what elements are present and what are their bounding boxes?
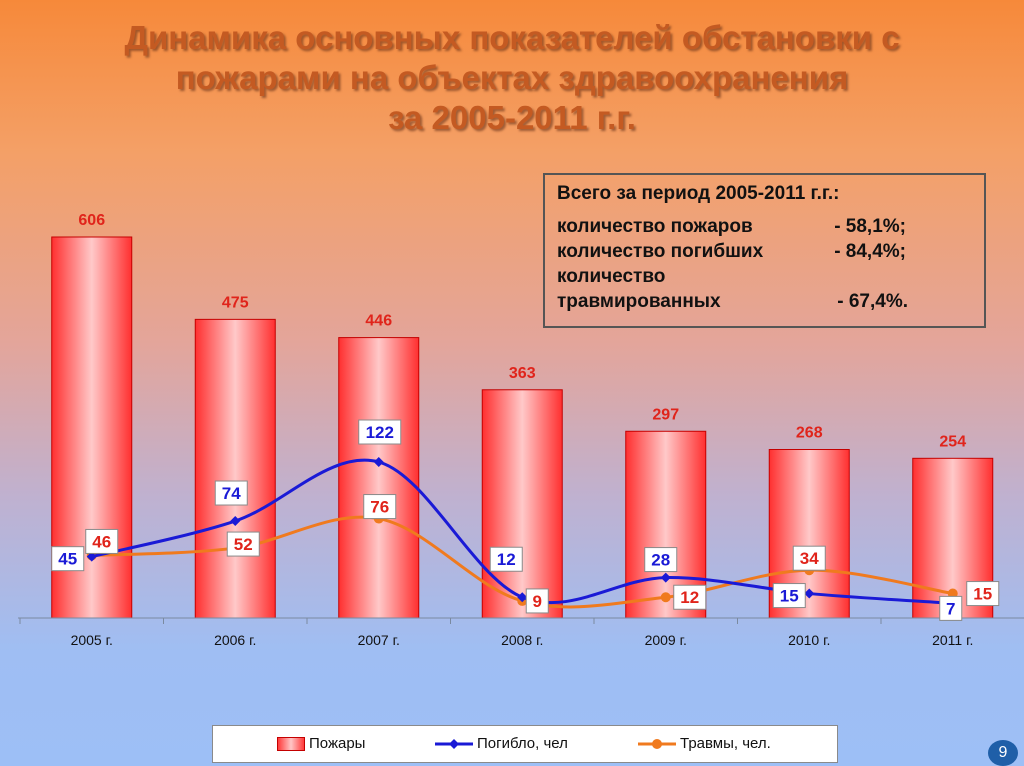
- injuries-value-label-box: [966, 581, 1000, 607]
- bar-value-label: 606: [78, 212, 105, 229]
- line-marker-icon: [638, 738, 676, 749]
- x-tick-label: 2008 г.: [501, 632, 543, 648]
- injuries-value-label: 9: [533, 592, 542, 611]
- injuries-value-label-box: [792, 545, 826, 571]
- deaths-point: [373, 457, 384, 467]
- legend-label: Пожары: [309, 735, 366, 752]
- summary-label: количество: [557, 266, 666, 287]
- bar-value-label: 446: [365, 313, 392, 330]
- deaths-value-label-box: [214, 480, 248, 506]
- x-tick-label: 2009 г.: [645, 632, 687, 648]
- deaths-value-label: 74: [222, 484, 241, 503]
- x-tick-label: 2007 г.: [358, 632, 400, 648]
- deaths-value-label: 15: [780, 587, 799, 606]
- injuries-value-label-box: [226, 531, 260, 557]
- deaths-point: [86, 551, 97, 562]
- summary-row: количество пожаров - 58,1%;: [557, 214, 972, 239]
- deaths-value-label: 45: [58, 550, 77, 569]
- bar-value-label: 475: [222, 294, 249, 311]
- legend-item-injuries: Травмы, чел.: [638, 735, 771, 752]
- bar-value-label: 268: [796, 425, 823, 442]
- line-marker-icon: [435, 738, 473, 749]
- deaths-point: [804, 588, 815, 599]
- bar-value-label: 254: [939, 433, 966, 450]
- chart-legend: Пожары Погибло, чел Травмы, чел.: [212, 725, 838, 763]
- deaths-point: [660, 572, 671, 583]
- summary-label: количество погибших: [557, 241, 764, 262]
- deaths-value-label: 122: [366, 423, 394, 442]
- deaths-value-label: 28: [651, 551, 670, 570]
- injuries-value-label: 46: [92, 532, 111, 551]
- injuries-value-label-box: [673, 584, 707, 610]
- injuries-value-label: 15: [973, 585, 992, 604]
- summary-row: количество: [557, 264, 972, 289]
- legend-label: Погибло, чел: [477, 735, 568, 752]
- deaths-value-label-box: [51, 546, 85, 572]
- summary-label: количество пожаров: [557, 216, 753, 237]
- bar-value-label: 297: [652, 406, 679, 423]
- summary-row: травмированных - 67,4%.: [557, 289, 972, 314]
- x-tick-label: 2010 г.: [788, 632, 830, 648]
- deaths-value-label: 7: [946, 599, 955, 618]
- summary-row: количество погибших - 84,4%;: [557, 239, 972, 264]
- injuries-point: [660, 592, 671, 603]
- summary-label: травмированных: [557, 291, 721, 312]
- legend-label: Травмы, чел.: [680, 735, 771, 752]
- bar-swatch-icon: [277, 736, 305, 751]
- summary-value: - 67,4%.: [837, 291, 908, 312]
- summary-value: - 84,4%;: [834, 241, 906, 262]
- bar: [194, 318, 276, 619]
- injuries-value-label: 76: [370, 498, 389, 517]
- injuries-value-label: 52: [234, 535, 253, 554]
- x-tick-label: 2006 г.: [214, 632, 256, 648]
- x-tick-label: 2011 г.: [932, 632, 973, 648]
- deaths-value-label-box: [772, 583, 806, 609]
- deaths-point: [517, 592, 528, 603]
- summary-box: Всего за период 2005-2011 г.г.: количест…: [543, 173, 986, 328]
- legend-item-deaths: Погибло, чел: [435, 735, 568, 752]
- injuries-value-label-box: [363, 494, 397, 520]
- injuries-value-label-box: [525, 588, 549, 614]
- bar: [481, 389, 563, 619]
- title-line-2: пожарами на объектах здравоохранения: [175, 59, 849, 96]
- title-line-1: Динамика основных показателей обстановки…: [124, 19, 900, 56]
- injuries-value-label: 12: [680, 588, 699, 607]
- deaths-value-label-box: [644, 547, 678, 573]
- summary-value: - 58,1%;: [834, 216, 906, 237]
- x-tick-label: 2005 г.: [71, 632, 113, 648]
- deaths-value-label-box: [358, 419, 402, 445]
- deaths-value-label-box: [489, 546, 523, 572]
- title-line-3: за 2005-2011 г.г.: [388, 99, 636, 136]
- legend-item-fires: Пожары: [277, 735, 365, 752]
- deaths-value-label: 12: [497, 550, 516, 569]
- summary-heading: Всего за период 2005-2011 г.г.:: [557, 183, 840, 204]
- bar-value-label: 363: [509, 365, 536, 382]
- page-number-badge: 9: [988, 740, 1018, 766]
- injuries-value-label-box: [85, 528, 119, 554]
- injuries-value-label: 34: [800, 549, 819, 568]
- deaths-value-label-box: [939, 595, 963, 621]
- deaths-point: [230, 516, 241, 527]
- page-title: Динамика основных показателей обстановки…: [0, 18, 1024, 138]
